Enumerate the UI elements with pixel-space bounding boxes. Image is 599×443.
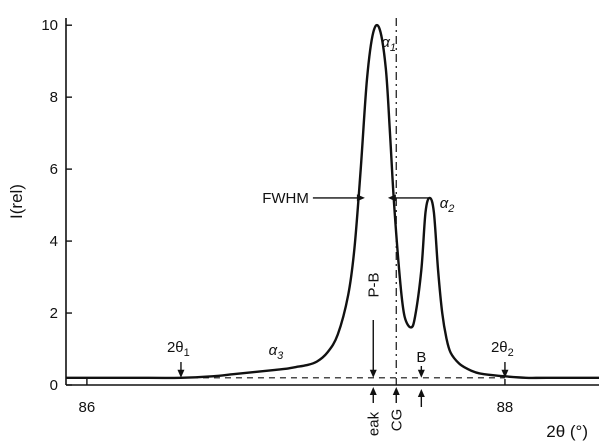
y-tick-label: 8 — [50, 89, 58, 106]
cg-label: CG — [388, 409, 405, 432]
intensity-curve — [65, 23, 599, 380]
b-arrow-head — [417, 369, 425, 378]
peak-arrow-head — [369, 387, 377, 395]
fwhm-label: FWHM — [262, 190, 309, 207]
b-label: B — [416, 349, 426, 366]
y-axis-label: I(rel) — [7, 184, 26, 219]
fwhm-arrow-left-head — [356, 194, 365, 202]
cg-arrow-head — [392, 387, 400, 395]
y-tick-label: 6 — [50, 161, 58, 178]
axes: 0 2 4 6 8 10 86 88 — [41, 17, 599, 416]
x-axis-label: 2θ (°) — [546, 422, 588, 441]
y-tick-label: 4 — [50, 233, 58, 250]
alpha3-label: α3 — [269, 342, 285, 362]
annotations: α1 α2 α3 FWHM P-B eak CG B 2θ1 2θ2 — [167, 34, 514, 436]
plot-area — [65, 18, 599, 385]
alpha1-label: α1 — [381, 34, 396, 54]
two-theta-2-label: 2θ2 — [491, 339, 514, 359]
b-arrow-below-head — [417, 389, 425, 397]
y-tick-label: 2 — [50, 305, 58, 322]
two-theta-1-arrow-head — [177, 369, 185, 378]
y-tick-label: 10 — [41, 17, 58, 34]
pb-label: P-B — [365, 272, 382, 297]
y-tick-label: 0 — [50, 377, 58, 394]
x-tick-label: 86 — [79, 399, 96, 416]
peak-label: eak — [365, 411, 382, 436]
fwhm-arrow-right-head — [387, 194, 396, 202]
alpha2-label: α2 — [440, 195, 455, 215]
pb-arrow-head — [369, 369, 377, 378]
two-theta-1-label: 2θ1 — [167, 339, 190, 359]
two-theta-2-arrow-head — [501, 369, 509, 378]
x-tick-label: 88 — [497, 399, 514, 416]
